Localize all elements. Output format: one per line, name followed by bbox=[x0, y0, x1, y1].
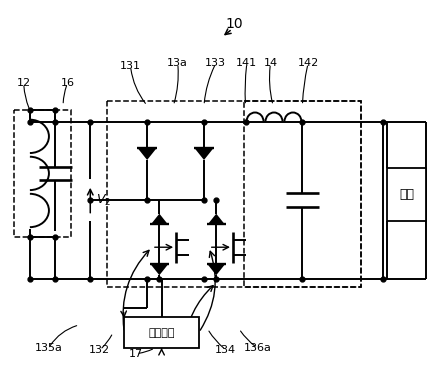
Text: 17: 17 bbox=[129, 349, 143, 359]
Text: $V_2$: $V_2$ bbox=[96, 193, 111, 208]
Polygon shape bbox=[151, 214, 168, 224]
Text: 131: 131 bbox=[120, 61, 141, 71]
Text: 控制装置: 控制装置 bbox=[148, 328, 175, 338]
Text: 133: 133 bbox=[205, 58, 226, 68]
Bar bbox=[107, 100, 361, 287]
Polygon shape bbox=[151, 265, 168, 275]
Text: 134: 134 bbox=[215, 345, 237, 355]
Text: 负载: 负载 bbox=[399, 188, 414, 201]
Polygon shape bbox=[208, 265, 225, 275]
Text: 13a: 13a bbox=[167, 58, 188, 68]
Text: 136a: 136a bbox=[244, 343, 271, 353]
Bar bbox=[387, 168, 426, 221]
Text: 15: 15 bbox=[408, 174, 422, 184]
Polygon shape bbox=[195, 149, 213, 160]
Polygon shape bbox=[208, 214, 225, 224]
Bar bbox=[244, 100, 361, 287]
Text: 142: 142 bbox=[298, 58, 319, 68]
Text: 135a: 135a bbox=[35, 343, 62, 353]
Text: 132: 132 bbox=[89, 345, 110, 355]
Bar bbox=[124, 317, 199, 348]
Text: 14: 14 bbox=[264, 58, 278, 68]
Text: 141: 141 bbox=[236, 58, 257, 68]
Bar bbox=[14, 110, 70, 237]
Text: 16: 16 bbox=[61, 78, 74, 88]
Text: 12: 12 bbox=[17, 78, 31, 88]
Text: 10: 10 bbox=[226, 17, 244, 31]
Polygon shape bbox=[138, 149, 156, 160]
